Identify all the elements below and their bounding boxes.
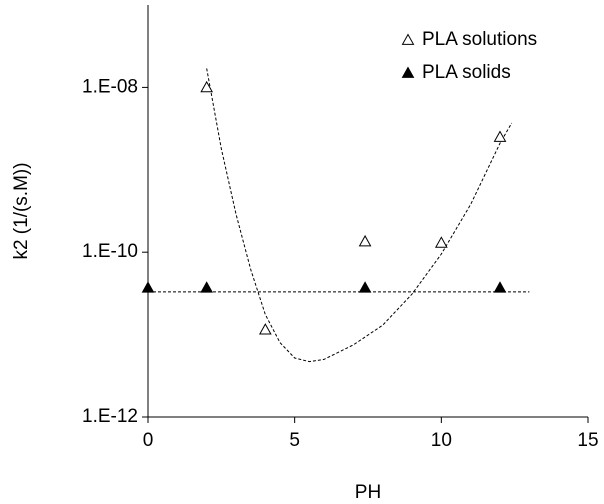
legend-marker (401, 66, 415, 78)
point (200, 281, 214, 293)
trendline (206, 68, 513, 363)
x-tick-label: 15 (577, 430, 598, 451)
point (141, 281, 155, 293)
y-axis-label: k2 (1/(s.M)) (11, 162, 32, 259)
x-tick-label: 5 (289, 430, 300, 451)
point (258, 323, 272, 335)
y-tick-label: 1.E-12 (82, 406, 138, 427)
legend-label: PLA solids (422, 62, 511, 83)
point (358, 281, 372, 293)
legend-marker (401, 33, 415, 45)
point (493, 130, 507, 142)
x-axis-label: PH (355, 482, 381, 503)
x-tick-label: 0 (143, 430, 154, 451)
x-tick-label: 10 (431, 430, 452, 451)
point (493, 281, 507, 293)
point (434, 236, 448, 248)
y-tick-label: 1.E-08 (82, 76, 138, 97)
point (358, 234, 372, 247)
point (200, 80, 214, 93)
legend-label: PLA solutions (422, 29, 537, 50)
y-tick-label: 1.E-10 (82, 241, 138, 262)
